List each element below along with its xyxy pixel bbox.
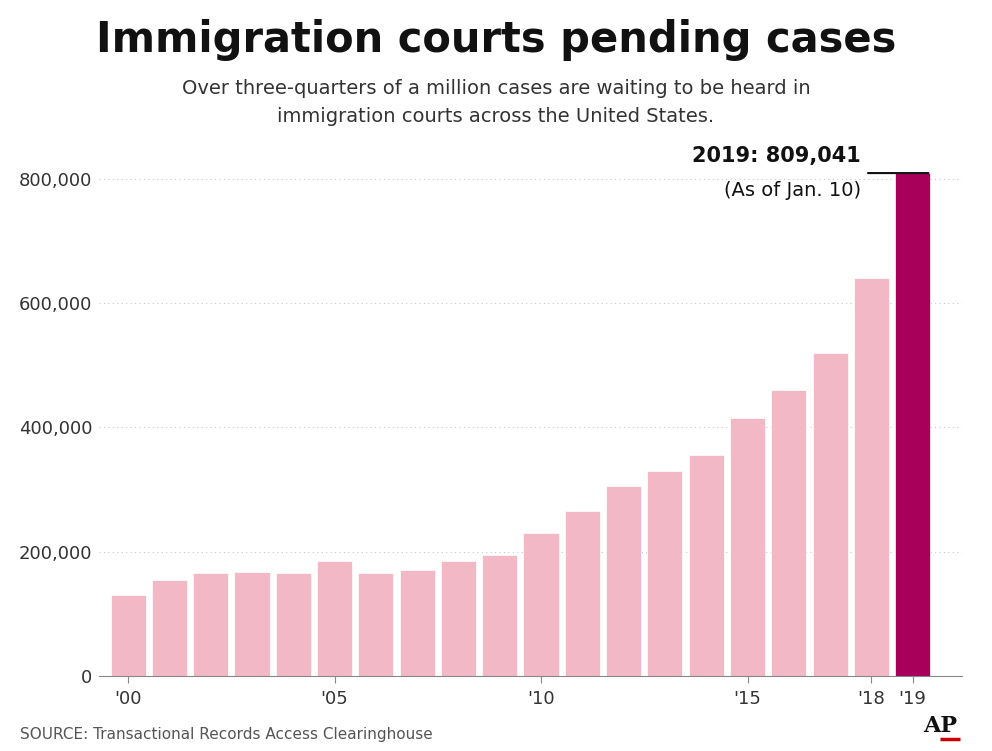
- Bar: [606, 487, 641, 676]
- Bar: [564, 511, 600, 676]
- Bar: [152, 580, 186, 676]
- Bar: [317, 561, 352, 676]
- Bar: [524, 533, 558, 676]
- Bar: [400, 570, 434, 676]
- Bar: [688, 455, 724, 676]
- Text: 2019: 809,041: 2019: 809,041: [692, 146, 861, 166]
- Text: SOURCE: Transactional Records Access Clearinghouse: SOURCE: Transactional Records Access Cle…: [20, 727, 433, 742]
- Bar: [276, 573, 310, 676]
- Text: AP: AP: [924, 716, 957, 737]
- Bar: [193, 573, 228, 676]
- Bar: [771, 390, 806, 676]
- Bar: [854, 278, 889, 676]
- Bar: [234, 572, 270, 676]
- Text: (As of Jan. 10): (As of Jan. 10): [724, 180, 861, 200]
- Bar: [358, 573, 394, 676]
- Bar: [730, 418, 765, 676]
- Bar: [812, 353, 847, 676]
- Text: Immigration courts pending cases: Immigration courts pending cases: [96, 19, 896, 61]
- Bar: [110, 595, 146, 676]
- Bar: [440, 561, 476, 676]
- Text: Over three-quarters of a million cases are waiting to be heard in
immigration co: Over three-quarters of a million cases a…: [182, 79, 810, 126]
- Bar: [648, 471, 682, 676]
- Bar: [482, 555, 517, 676]
- Bar: [895, 173, 930, 676]
